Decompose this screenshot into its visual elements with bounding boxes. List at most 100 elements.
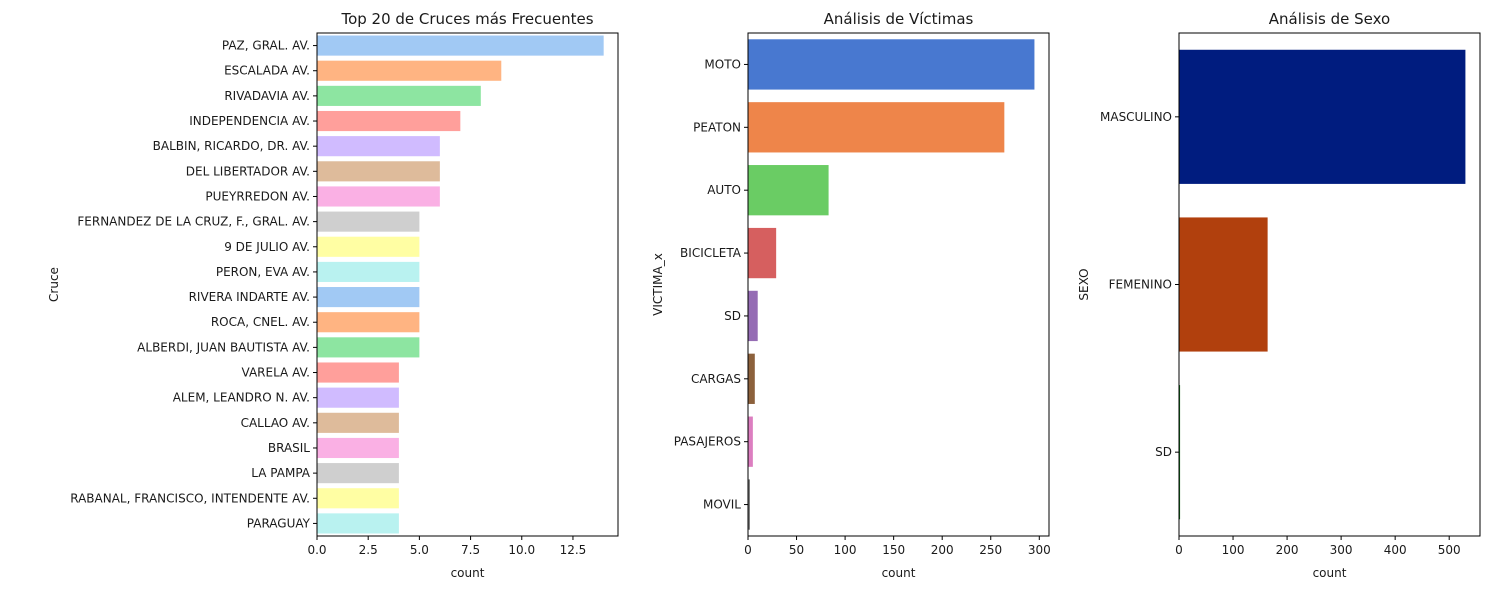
bar [317, 513, 399, 534]
y-tick-label: INDEPENDENCIA AV. [189, 114, 310, 128]
y-tick-label: PERON, EVA AV. [216, 265, 310, 279]
bar [317, 85, 481, 106]
y-tick-label: ROCA, CNEL. AV. [211, 315, 310, 329]
x-tick-label: 300 [1330, 543, 1353, 557]
y-tick-label: RIVADAVIA AV. [224, 89, 310, 103]
bar [317, 136, 440, 157]
plot-frame [1178, 32, 1481, 537]
y-tick-label: AUTO [707, 183, 741, 197]
chart-title: Top 20 de Cruces más Frecuentes [340, 10, 593, 28]
chart-title: Análisis de Víctimas [824, 10, 974, 28]
bar [748, 227, 777, 279]
y-tick-label: ALEM, LEANDRO N. AV. [173, 391, 310, 405]
x-tick-label: 200 [931, 543, 954, 557]
x-tick-label: 100 [1222, 543, 1245, 557]
x-tick-label: 0 [744, 543, 752, 557]
bar [317, 437, 399, 459]
y-tick-label: CALLAO AV. [241, 416, 310, 430]
bar [317, 312, 420, 333]
bar [317, 236, 420, 257]
y-tick-label: ALBERDI, JUAN BAUTISTA AV. [137, 340, 310, 354]
y-tick-label: MOVIL [703, 498, 741, 512]
x-axis-label: count [882, 566, 916, 580]
x-tick-label: 50 [789, 543, 804, 557]
y-tick-label: MASCULINO [1100, 110, 1172, 124]
y-tick-label: PUEYRREDON AV. [205, 189, 310, 203]
bar [748, 416, 753, 467]
bar [317, 161, 440, 182]
y-tick-label: MOTO [704, 57, 741, 71]
y-tick-label: BALBIN, RICARDO, DR. AV. [153, 139, 310, 153]
bar [317, 211, 420, 232]
bar [748, 165, 829, 216]
y-tick-label: CARGAS [691, 372, 741, 386]
bar [1179, 49, 1466, 184]
bar [748, 102, 1005, 153]
y-tick-label: SD [724, 309, 741, 323]
plot-frame [316, 32, 619, 537]
y-tick-label: PARAGUAY [247, 516, 311, 530]
bar [1179, 385, 1181, 520]
bar-group: PAZ, GRAL. AV. ESCALADA AV. RIVADAVIA AV. I… [70, 35, 604, 557]
y-tick-label: FERNANDEZ DE LA CRUZ, F., GRAL. AV. [77, 215, 310, 229]
y-tick-label: BICICLETA [680, 246, 742, 260]
y-axis-label: Cruce [47, 267, 61, 302]
chart-victimas: Análisis de Víctimas count VICTIMA_x MOT… [651, 10, 1051, 580]
plot-frame [747, 32, 1050, 537]
x-tick-label: 400 [1384, 543, 1407, 557]
bar [317, 412, 399, 433]
x-tick-label: 7.5 [461, 543, 480, 557]
y-tick-label: 9 DE JULIO AV. [224, 240, 310, 254]
x-tick-label: 500 [1438, 543, 1461, 557]
x-tick-label: 12.5 [560, 543, 587, 557]
x-tick-label: 150 [882, 543, 905, 557]
y-tick-label: SD [1155, 445, 1172, 459]
bar [317, 463, 399, 484]
bar [317, 287, 420, 308]
bar [748, 353, 755, 404]
x-tick-label: 10.0 [508, 543, 535, 557]
bar [317, 488, 399, 509]
bar [317, 35, 604, 56]
bar [317, 261, 420, 282]
x-tick-label: 200 [1276, 543, 1299, 557]
x-tick-label: 0 [1175, 543, 1183, 557]
bar [748, 39, 1035, 90]
bar [1179, 217, 1268, 352]
chart-sexo: Análisis de Sexo count SEXO MASCULINO FEM… [1077, 10, 1481, 580]
y-tick-label: FEMENINO [1109, 278, 1172, 292]
y-tick-label: DEL LIBERTADOR AV. [186, 164, 310, 178]
y-axis-label: VICTIMA_x [651, 253, 665, 316]
bar [317, 337, 420, 358]
bar-group: MASCULINO FEMENINO SD 0 100 200 300 400 500 [1100, 49, 1466, 557]
y-tick-label: VARELA AV. [242, 366, 310, 380]
y-tick-label: RIVERA INDARTE AV. [189, 290, 310, 304]
bar [317, 362, 399, 383]
x-tick-label: 0.0 [307, 543, 326, 557]
chart-cruces: Top 20 de Cruces más Frecuentes count Cr… [47, 10, 619, 580]
y-axis-label: SEXO [1077, 268, 1091, 300]
y-tick-label: PAZ, GRAL. AV. [222, 39, 310, 53]
bar [317, 110, 461, 132]
y-tick-label: BRASIL [268, 441, 310, 455]
bar [748, 290, 758, 342]
x-tick-label: 2.5 [359, 543, 378, 557]
x-tick-label: 5.0 [410, 543, 429, 557]
y-tick-label: ESCALADA AV. [224, 64, 310, 78]
x-tick-label: 250 [979, 543, 1002, 557]
bar [317, 60, 502, 81]
y-tick-label: PASAJEROS [674, 435, 741, 449]
y-tick-label: PEATON [693, 120, 741, 134]
bar-group: MOTO PEATON AUTO BICICLETA SD CARGAS PASAJEROS… [674, 39, 1051, 557]
x-axis-label: count [1313, 566, 1347, 580]
bar [317, 186, 440, 207]
chart-title: Análisis de Sexo [1269, 10, 1390, 28]
x-tick-label: 300 [1028, 543, 1051, 557]
bar [317, 387, 399, 408]
y-tick-label: LA PAMPA [251, 466, 310, 480]
x-tick-label: 100 [834, 543, 857, 557]
y-tick-label: RABANAL, FRANCISCO, INTENDENTE AV. [70, 491, 310, 505]
bar [748, 479, 750, 530]
x-axis-label: count [451, 566, 485, 580]
